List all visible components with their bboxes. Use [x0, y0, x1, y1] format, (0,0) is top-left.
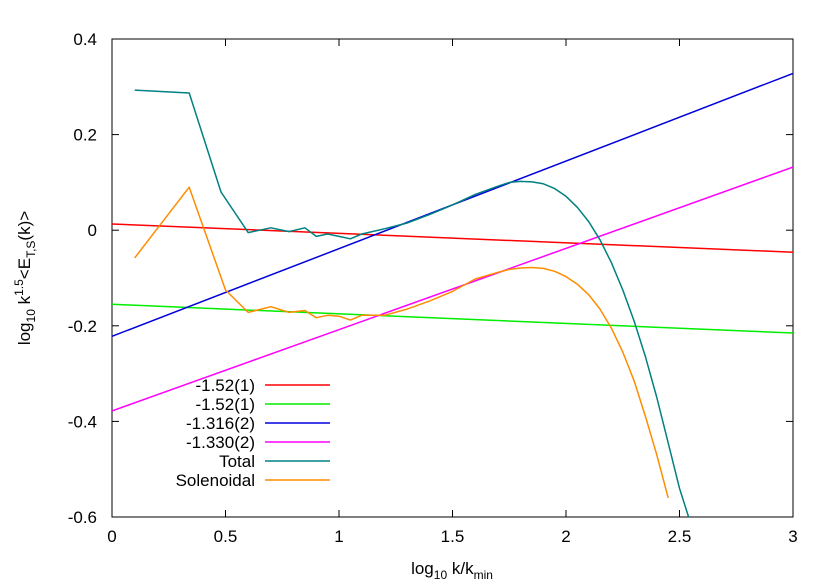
y-tick-label: -0.6 [68, 508, 97, 527]
y-tick-label: 0.2 [73, 126, 97, 145]
legend-label: Total [219, 452, 255, 471]
y-tick-label: -0.2 [68, 317, 97, 336]
x-tick-label: 3 [788, 527, 797, 546]
legend-label: -1.52(1) [195, 376, 255, 395]
x-tick-label: 2 [561, 527, 570, 546]
y-axis-label: log10 k1.5<ET,S(k)> [12, 211, 38, 345]
legend: -1.52(1)-1.52(1)-1.316(2)-1.330(2)TotalS… [176, 376, 330, 490]
series-line-1-52-1-1 [112, 303, 793, 334]
legend-label: -1.52(1) [195, 395, 255, 414]
x-tick-label: 0 [107, 527, 116, 546]
series-line-1-330-2-3 [112, 166, 793, 412]
series-line-solenoidal-5 [134, 186, 669, 499]
y-tick-label: -0.4 [68, 412, 97, 431]
legend-label: -1.330(2) [186, 433, 255, 452]
series-lines [112, 72, 793, 517]
legend-label: Solenoidal [176, 471, 255, 490]
legend-label: -1.316(2) [186, 414, 255, 433]
x-tick-label: 1.5 [441, 527, 465, 546]
x-axis-label: log10 k/kmin [411, 559, 493, 581]
x-tick-label: 2.5 [668, 527, 692, 546]
series-line-1-52-1-0 [112, 223, 793, 253]
y-tick-label: 0.4 [73, 30, 97, 49]
y-tick-label: 0 [88, 221, 97, 240]
x-tick-label: 0.5 [214, 527, 238, 546]
series-line-total-4 [134, 89, 690, 517]
x-tick-label: 1 [334, 527, 343, 546]
axis-ticks: 0 0.5 1 1.5 2 2.5 3 0.4 0.2 0 -0.2 -0.4 -0.6 [68, 30, 798, 546]
